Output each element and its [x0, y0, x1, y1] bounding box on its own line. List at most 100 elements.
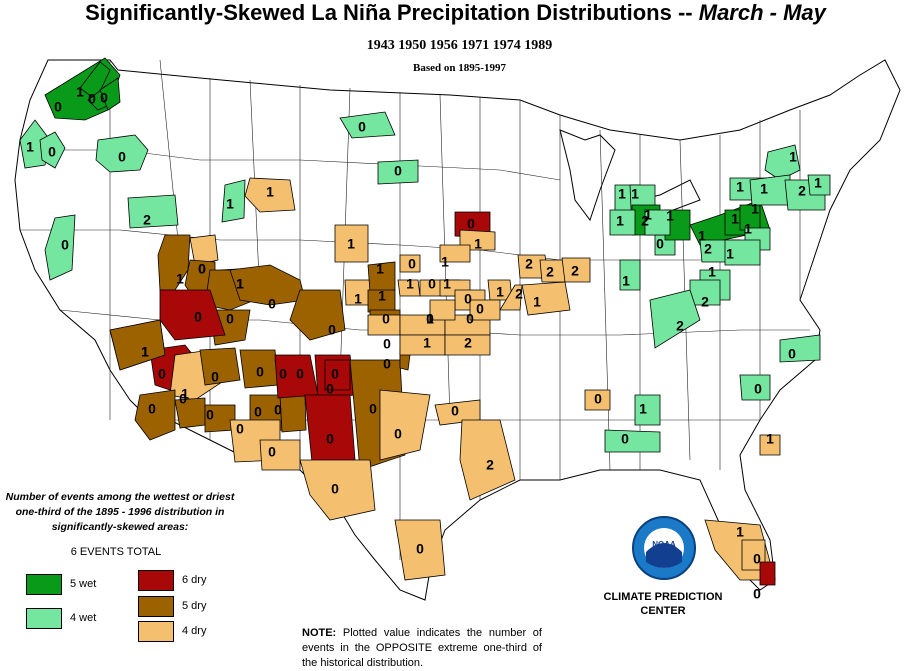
map-note: NOTE: Plotted value indicates the number…	[302, 626, 542, 671]
region-wet4	[95, 134, 149, 173]
region-value-label: 2	[464, 335, 472, 351]
region-value-label: 1	[426, 311, 434, 327]
region-dry4	[399, 254, 421, 273]
region-value-label: 0	[451, 403, 459, 419]
region-wet4	[619, 259, 641, 291]
region-value-label: 0	[326, 381, 334, 397]
legend-swatch-5dry	[138, 596, 174, 617]
region-value-label: 2	[701, 294, 709, 310]
region-wet4	[221, 179, 246, 223]
legend-swatch-4dry	[138, 621, 174, 642]
region-value-label: 1	[226, 196, 234, 212]
region-dry4	[439, 244, 471, 263]
region-value-label: 0	[88, 91, 96, 107]
region-value-label: 0	[48, 144, 56, 160]
region-value-label: 0	[656, 236, 664, 252]
region-value-label: 1	[141, 344, 149, 360]
region-value-label: 0	[326, 431, 334, 447]
region-wet4	[127, 194, 179, 229]
region-value-label: 0	[331, 481, 339, 497]
region-value-label: 0	[753, 586, 761, 602]
region-value-label: 0	[788, 346, 796, 362]
region-value-label: 0	[358, 119, 366, 135]
region-value-label: 2	[704, 241, 712, 257]
region-value-label: 1	[347, 236, 355, 252]
skewed-regions	[19, 57, 831, 586]
region-value-label: 1	[181, 386, 189, 402]
region-value-label: 0	[100, 90, 108, 106]
region-value-label: 0	[118, 149, 126, 165]
legend-label-5dry: 5 dry	[182, 600, 207, 612]
region-value-label: 0	[206, 407, 214, 423]
region-value-label: 0	[383, 336, 391, 352]
region-value-label: 2	[798, 183, 806, 199]
region-dry4	[499, 284, 523, 311]
legend-swatch-6dry	[138, 570, 174, 591]
legend-label-4wet: 4 wet	[70, 612, 97, 624]
region-dry4	[259, 439, 301, 471]
noaa-logo: NOAA	[632, 516, 696, 580]
region-value-label: 0	[279, 366, 287, 382]
region-value-label: 1	[236, 276, 244, 292]
region-value-label: 2	[515, 286, 523, 302]
region-value-label: 0	[426, 311, 434, 327]
region-dry4	[469, 299, 501, 321]
region-value-label: 1	[631, 186, 639, 202]
region-value-label: 1	[726, 246, 734, 262]
region-value-label: 0	[274, 402, 282, 418]
region-wet5	[99, 77, 121, 111]
region-dry4	[244, 177, 296, 213]
region-value-label: 2	[641, 213, 649, 229]
note-text: Plotted value indicates the number of ev…	[302, 627, 542, 669]
region-value-label: 1	[751, 201, 759, 217]
region-dry6	[324, 359, 351, 391]
region-value-label: 1	[622, 273, 630, 289]
region-value-label: 1	[266, 184, 274, 200]
region-value-label: 0	[594, 391, 602, 407]
region-value-label: 1	[618, 186, 626, 202]
legend-label-5wet: 5 wet	[70, 578, 97, 590]
region-value-label: 1	[698, 228, 706, 244]
region-dry6	[159, 289, 226, 341]
region-value-label: 0	[54, 99, 62, 115]
title-period: March - May	[698, 0, 826, 25]
legend-label-6dry: 6 dry	[182, 574, 207, 586]
region-dry4	[334, 224, 369, 263]
region-dry5	[289, 289, 346, 341]
region-value-label: 0	[148, 401, 156, 417]
region-value-label: 1	[666, 208, 674, 224]
region-dry5	[279, 394, 307, 433]
region-dry6	[759, 561, 776, 586]
region-value-label: 1	[423, 335, 431, 351]
region-value-label: 1	[744, 221, 752, 237]
region-value-label: 0	[467, 216, 475, 232]
region-wet4	[649, 289, 701, 349]
region-dry4	[561, 257, 591, 283]
region-value-label: 1	[176, 271, 184, 287]
region-value-label: 0	[179, 391, 187, 407]
region-wet4	[377, 159, 419, 185]
region-wet4	[44, 214, 76, 281]
region-value-label: 2	[676, 318, 684, 334]
region-value-label: 0	[256, 364, 264, 380]
legend-description: Number of events among the wettest or dr…	[5, 491, 235, 533]
region-wet4	[609, 209, 636, 236]
region-value-label: 2	[546, 264, 554, 280]
region-value-label: 0	[226, 311, 234, 327]
region-value-label: 0	[331, 366, 339, 382]
region-value-label: 0	[394, 426, 402, 442]
region-dry5	[199, 347, 241, 386]
region-value-label: 1	[814, 175, 822, 191]
region-value-label: 0	[158, 366, 166, 382]
region-value-label: 2	[143, 212, 151, 228]
legend-total: 6 EVENTS TOTAL	[70, 546, 162, 558]
legend-swatch-5wet	[26, 574, 62, 595]
region-dry4	[584, 389, 611, 411]
region-value-label: 1	[378, 288, 386, 304]
cpc-line2: CENTER	[640, 605, 686, 617]
region-value-label: 0	[296, 366, 304, 382]
region-dry5	[109, 319, 166, 371]
region-dry4	[189, 234, 219, 266]
